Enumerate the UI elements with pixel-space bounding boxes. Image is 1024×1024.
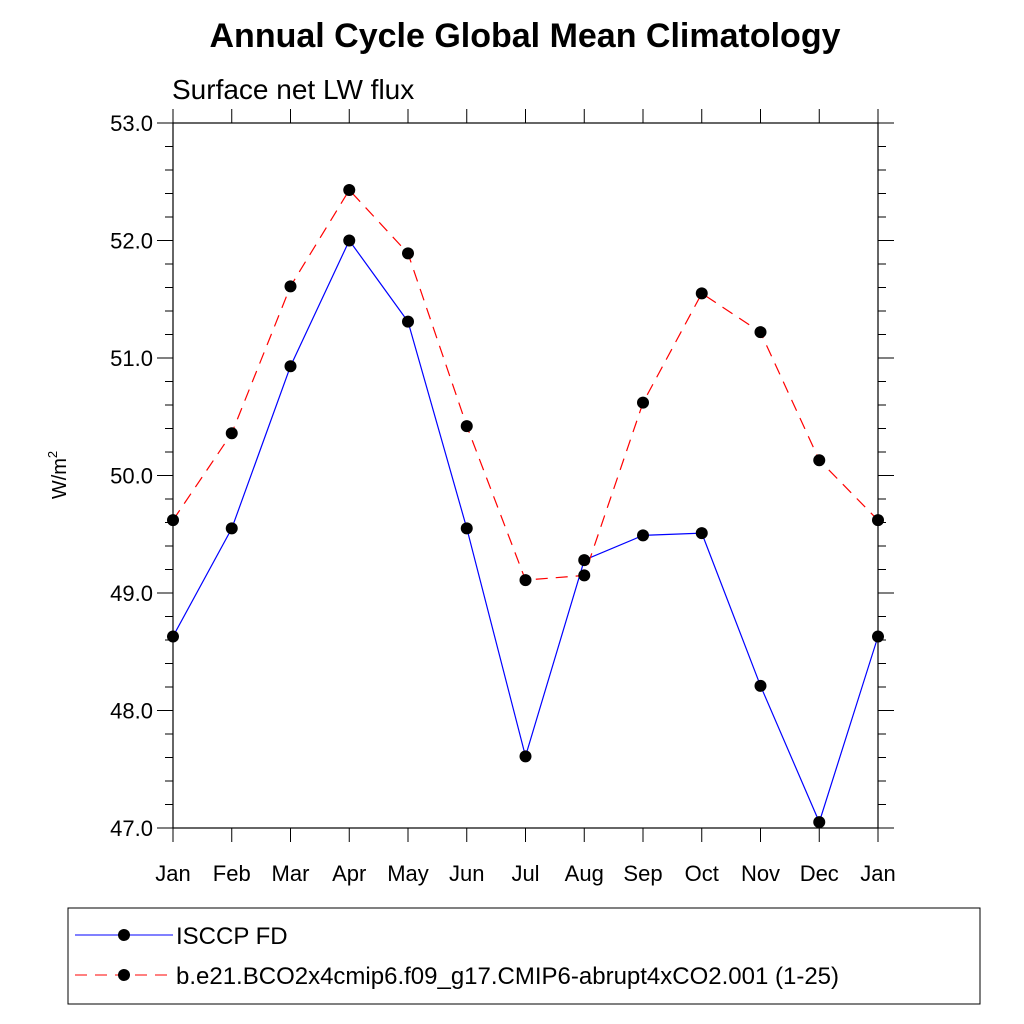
legend-label-model: b.e21.BCO2x4cmip6.f09_g17.CMIP6-abrupt4x… <box>176 963 839 990</box>
plot-border <box>172 122 879 829</box>
y-tick-label: 49.0 <box>110 581 153 606</box>
data-point-series-1 <box>343 234 356 247</box>
x-tick-label: Jul <box>511 861 539 886</box>
data-point-series-2 <box>284 280 297 293</box>
data-point-series-2 <box>343 183 356 196</box>
x-tick-label: Apr <box>332 861 366 886</box>
y-tick-label: 48.0 <box>110 699 153 724</box>
data-point-series-1 <box>460 522 473 535</box>
series-line-2 <box>172 189 879 581</box>
data-point-series-1 <box>754 679 767 692</box>
x-tick-label: Sep <box>623 861 662 886</box>
y-axis-label-superscript: 2 <box>45 451 60 458</box>
x-tick-label: May <box>387 861 429 886</box>
data-point-series-1 <box>695 527 708 540</box>
data-point-series-1 <box>578 554 591 567</box>
y-tick-label: 47.0 <box>110 816 153 841</box>
x-tick-labels: Jan Feb Mar Apr May Jun Jul Aug Sep Oct Nov Dec Jan <box>155 861 895 886</box>
series-line-1 <box>172 239 879 824</box>
data-point-series-2 <box>754 326 767 339</box>
y-tick-label: 50.0 <box>110 464 153 489</box>
series-layer <box>167 183 884 829</box>
y-axis-label: W/m2 <box>45 451 71 499</box>
x-tick-label: Jan <box>860 861 895 886</box>
axis-ticks <box>157 109 894 842</box>
data-point-series-2 <box>225 427 238 440</box>
x-tick-label: Nov <box>741 861 780 886</box>
x-tick-label: Feb <box>213 861 251 886</box>
x-tick-label: Jun <box>449 861 484 886</box>
data-point-series-2 <box>519 574 532 587</box>
plot-frame <box>172 122 879 829</box>
data-point-series-1 <box>284 360 297 373</box>
data-point-series-1 <box>402 315 414 328</box>
data-point-series-1 <box>872 630 884 643</box>
data-point-series-1 <box>167 630 179 643</box>
chart-subtitle: Surface net LW flux <box>172 74 414 105</box>
y-tick-label: 52.0 <box>110 229 153 254</box>
y-axis-label-unit: W/m <box>49 458 71 499</box>
legend-label-isccp: ISCCP FD <box>176 923 288 950</box>
legend-box <box>67 907 981 1005</box>
legend-marker-model <box>118 969 130 981</box>
x-tick-label: Aug <box>565 861 604 886</box>
x-tick-label: Oct <box>685 861 719 886</box>
x-tick-label: Mar <box>272 861 310 886</box>
legend: ISCCP FD b.e21.BCO2x4cmip6.f09_g17.CMIP6… <box>67 907 981 1005</box>
data-point-series-2 <box>578 569 591 582</box>
data-point-series-1 <box>813 816 826 829</box>
x-tick-label: Jan <box>155 861 190 886</box>
x-tick-label: Dec <box>800 861 839 886</box>
y-tick-label: 53.0 <box>110 111 153 136</box>
data-point-series-1 <box>225 522 238 535</box>
data-point-series-2 <box>637 396 649 409</box>
legend-marker-isccp <box>118 929 130 941</box>
data-point-series-2 <box>695 287 708 300</box>
y-tick-label: 51.0 <box>110 346 153 371</box>
data-point-series-2 <box>167 514 179 527</box>
data-point-series-1 <box>519 750 532 763</box>
data-point-series-1 <box>637 529 649 542</box>
data-point-series-2 <box>402 247 414 260</box>
y-tick-labels: 47.0 48.0 49.0 50.0 51.0 52.0 53.0 <box>110 111 153 841</box>
data-point-series-2 <box>872 514 884 527</box>
chart-title: Annual Cycle Global Mean Climatology <box>210 17 841 55</box>
data-point-series-2 <box>460 420 473 433</box>
data-point-series-2 <box>813 454 826 467</box>
